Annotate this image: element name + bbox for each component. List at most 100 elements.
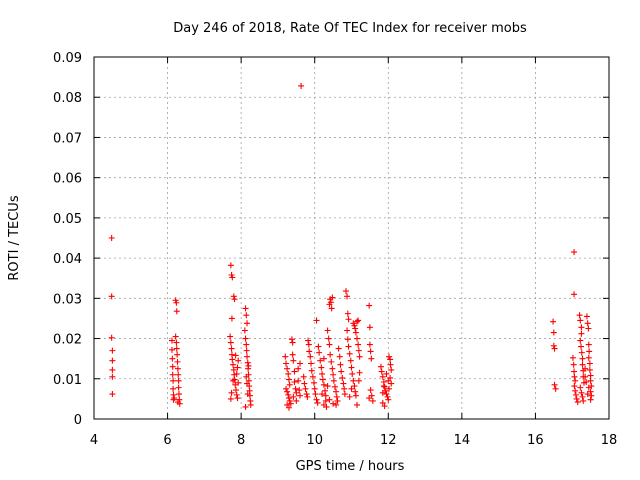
x-tick-label: 10 (306, 433, 323, 448)
y-tick-labels: 0 0.01 0.02 0.03 0.04 0.05 0.06 0.07 0.08 0.09 (53, 51, 82, 428)
data-point (586, 360, 593, 367)
data-point (578, 389, 585, 396)
data-point (234, 395, 241, 402)
data-point (283, 385, 290, 392)
data-point (345, 343, 352, 350)
data-point (342, 288, 349, 295)
data-point (305, 337, 312, 344)
data-point (289, 339, 296, 346)
y-tick-label: 0.02 (53, 333, 82, 348)
data-point (368, 355, 375, 362)
data-point (550, 329, 557, 336)
data-point (328, 305, 335, 312)
data-point (287, 400, 294, 407)
data-point (310, 379, 317, 386)
data-point (585, 341, 592, 348)
data-point (233, 370, 240, 377)
data-point (308, 360, 315, 367)
data-point (108, 235, 115, 241)
data-point (109, 347, 116, 354)
data-point (313, 317, 320, 324)
y-tick-label: 0.09 (53, 51, 82, 66)
y-tick-label: 0.01 (53, 373, 82, 388)
data-point (587, 377, 594, 384)
data-point (588, 392, 595, 399)
data-point (350, 377, 357, 384)
data-point (168, 337, 175, 344)
x-tick-label: 14 (454, 433, 471, 448)
data-point (336, 353, 343, 360)
data-point (585, 354, 592, 361)
y-tick-label: 0.08 (53, 91, 82, 106)
data-point (241, 327, 248, 334)
grid (94, 57, 609, 419)
data-point (227, 395, 234, 402)
data-point (173, 339, 180, 346)
data-point (171, 395, 178, 402)
data-point (320, 381, 327, 388)
data-point (318, 364, 325, 371)
data-point (108, 293, 115, 300)
data-point (367, 387, 374, 394)
data-point (235, 379, 242, 386)
data-point (295, 365, 302, 372)
data-point (383, 370, 390, 377)
data-point (579, 393, 586, 400)
data-point (352, 325, 359, 332)
data-point (317, 357, 324, 364)
data-point (354, 401, 361, 408)
data-point (174, 365, 181, 372)
data-point (169, 355, 176, 362)
data-point (344, 293, 351, 300)
data-point (333, 401, 340, 408)
data-point (285, 395, 292, 402)
x-tick-label: 4 (90, 433, 98, 448)
data-point (229, 356, 236, 363)
data-point (327, 351, 334, 358)
data-point (355, 317, 362, 324)
data-point (243, 312, 250, 319)
data-point (344, 310, 351, 317)
data-point (344, 327, 351, 334)
data-point (242, 305, 249, 312)
y-tick-label: 0.03 (53, 292, 82, 307)
data-point (305, 341, 312, 348)
data-point (244, 320, 251, 327)
data-point (578, 330, 585, 337)
data-point (175, 384, 182, 391)
data-point (324, 383, 331, 390)
data-point (169, 363, 176, 370)
data-point (244, 359, 251, 366)
data-point (366, 395, 373, 402)
y-tick-label: 0 (74, 413, 82, 428)
data-point (574, 399, 581, 406)
data-point (314, 399, 321, 406)
data-point (578, 349, 585, 356)
data-point (172, 333, 179, 340)
data-point (322, 397, 329, 404)
data-point (551, 345, 558, 352)
data-point (322, 392, 329, 399)
data-point (355, 347, 362, 354)
data-point (322, 387, 329, 394)
data-point (570, 361, 577, 368)
data-point (586, 366, 593, 373)
data-point (578, 343, 585, 350)
data-point (286, 381, 293, 388)
data-point (242, 335, 249, 342)
x-tick-labels: 4 6 8 10 12 14 16 18 (90, 433, 617, 448)
plot-frame (93, 56, 610, 420)
data-point (304, 393, 311, 400)
data-point (244, 391, 251, 398)
data-point (344, 336, 351, 343)
data-point (230, 377, 237, 384)
data-point (571, 383, 578, 390)
data-point (109, 357, 116, 364)
data-point (326, 341, 333, 348)
data-point (334, 397, 341, 404)
data-point (584, 391, 591, 398)
data-point (109, 373, 116, 380)
data-point (585, 384, 592, 391)
data-point (385, 377, 392, 384)
